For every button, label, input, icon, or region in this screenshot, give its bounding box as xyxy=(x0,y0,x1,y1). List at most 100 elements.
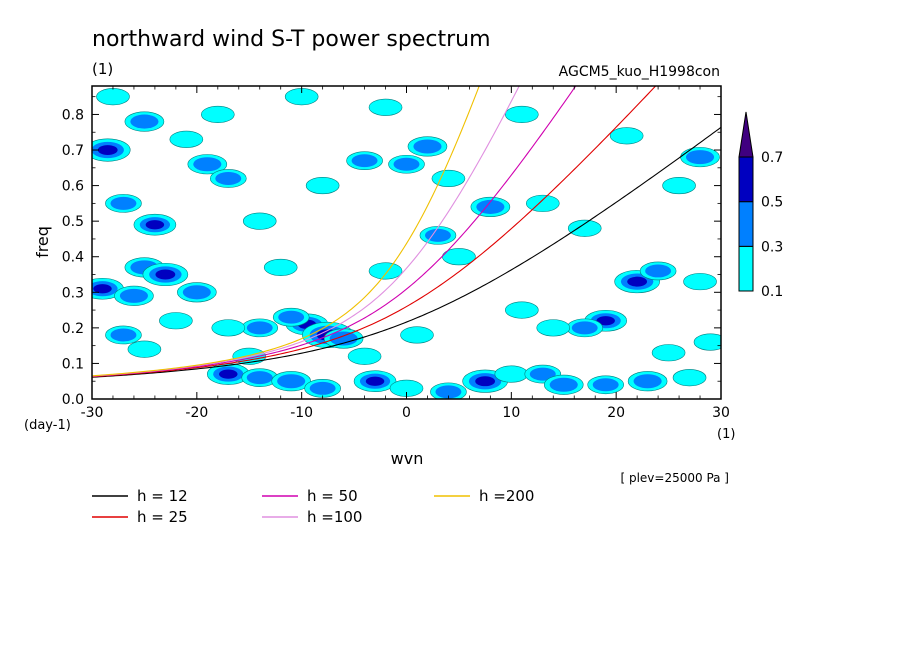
y-tick-label: 0.5 xyxy=(62,214,84,230)
contour-blob xyxy=(353,370,397,393)
contour-blob xyxy=(323,328,364,349)
x-unit-label: (1) xyxy=(717,427,735,442)
x-axis-label: wvn xyxy=(391,449,424,468)
dispersion-curve xyxy=(92,86,577,377)
contour-blob xyxy=(263,258,298,276)
y-tick-label: 0.7 xyxy=(62,143,84,159)
contour-blob xyxy=(525,194,560,212)
y-tick-label: 0.6 xyxy=(62,179,84,195)
contour-blob xyxy=(400,326,434,344)
colorbar-label: 0.5 xyxy=(761,195,783,211)
contour-blob xyxy=(133,213,177,236)
colorbar-label: 0.1 xyxy=(761,284,783,300)
contour-blob xyxy=(96,88,130,106)
contour-blob xyxy=(368,262,403,280)
legend-label: h = 25 xyxy=(137,508,188,526)
contour-blob xyxy=(105,325,142,345)
legend-entry: h =100 xyxy=(262,508,362,526)
contour-blob xyxy=(242,212,277,230)
contour-blob xyxy=(271,371,311,392)
model-label: AGCM5_kuo_H1998con xyxy=(559,64,720,80)
contour-blob xyxy=(407,136,448,157)
legend-label: h =100 xyxy=(307,508,362,526)
contour-blob xyxy=(142,262,189,287)
contour-blob xyxy=(505,301,539,319)
contour-blob xyxy=(651,344,686,362)
contour-blob xyxy=(241,368,279,387)
colorbar-segment xyxy=(738,156,754,203)
y-tick-label: 0.8 xyxy=(62,107,84,123)
contour-blob xyxy=(368,98,403,116)
y-tick-label: 0.4 xyxy=(62,250,84,266)
legend-entry: h =200 xyxy=(434,487,534,505)
x-tick-label: 10 xyxy=(502,405,520,421)
contour-blob xyxy=(672,369,707,387)
contour-blob xyxy=(505,105,539,124)
x-tick-label: -30 xyxy=(81,405,104,421)
axis-ticks: -30 -20 -10 0 10 20 30 0.0 0.1 0.2 0.3 0.4 0.5 0.6 0.7… xyxy=(62,86,730,421)
contour-blob xyxy=(206,363,250,385)
contour-blob xyxy=(124,111,165,132)
contour-blob xyxy=(209,169,247,188)
colorbar: 0.1 0.3 0.5 0.7 xyxy=(738,111,783,300)
dispersion-curve xyxy=(92,126,721,378)
contour-blob xyxy=(272,307,310,327)
y-tick-label: 0.2 xyxy=(62,321,84,337)
contour-blob xyxy=(169,130,204,148)
contour-blob xyxy=(567,219,602,237)
legend: h = 12 h = 25 h = 50 h =100 h =200 xyxy=(92,487,534,526)
level-label: [ plev=25000 Pa ] xyxy=(620,471,729,485)
contour-blob xyxy=(241,318,279,338)
contour-blob xyxy=(609,127,644,145)
contour-blob xyxy=(494,365,529,383)
legend-label: h = 12 xyxy=(137,487,188,505)
x-tick-label: 0 xyxy=(402,405,411,421)
contour-blob xyxy=(627,371,668,392)
contour-blob xyxy=(114,285,154,306)
contour-blob xyxy=(346,151,383,170)
contour-blob xyxy=(177,282,217,303)
legend-entry: h = 12 xyxy=(92,487,188,505)
y-axis-label: freq xyxy=(33,226,52,258)
contour-blob xyxy=(680,147,720,168)
contour-blob xyxy=(201,105,235,124)
x-tick-label: -10 xyxy=(290,405,313,421)
colorbar-extend-arrow xyxy=(738,111,754,158)
dispersion-curve xyxy=(92,86,480,377)
contour-blob xyxy=(419,226,457,245)
y-unit-label: (day-1) xyxy=(24,418,71,433)
contour-blob xyxy=(693,333,721,351)
contour-blob xyxy=(305,177,340,195)
contour-blob xyxy=(92,138,131,162)
contour-blob xyxy=(683,273,717,291)
y-tick-label: 0.1 xyxy=(62,356,84,372)
contour-blob xyxy=(431,169,466,188)
y-tick-label: 0.0 xyxy=(62,392,84,408)
contour-blob xyxy=(536,319,571,337)
contour-blob xyxy=(566,318,604,338)
dispersion-curve xyxy=(92,86,657,378)
chart-title: northward wind S-T power spectrum xyxy=(92,27,491,52)
legend-label: h =200 xyxy=(479,487,534,505)
dispersion-curves xyxy=(92,86,721,378)
colorbar-label: 0.7 xyxy=(761,150,783,166)
x-tick-label: 30 xyxy=(712,405,730,421)
contour-blob xyxy=(543,374,584,395)
x-tick-label: -20 xyxy=(185,405,208,421)
contour-blob xyxy=(639,261,677,281)
unit-label: (1) xyxy=(92,60,113,78)
contour-blob xyxy=(347,347,382,365)
contour-blob xyxy=(430,382,467,399)
contour-blob xyxy=(211,319,246,337)
contour-blob xyxy=(187,154,228,175)
colorbar-segment xyxy=(738,201,754,247)
contour-blob xyxy=(304,379,341,398)
legend-entry: h = 25 xyxy=(92,508,188,526)
contour-blob xyxy=(159,312,193,330)
contour-blob xyxy=(127,340,162,358)
contour-blob xyxy=(105,194,142,213)
contour-blob xyxy=(587,375,624,395)
y-tick-label: 0.3 xyxy=(62,285,84,301)
legend-entry: h = 50 xyxy=(262,487,358,505)
